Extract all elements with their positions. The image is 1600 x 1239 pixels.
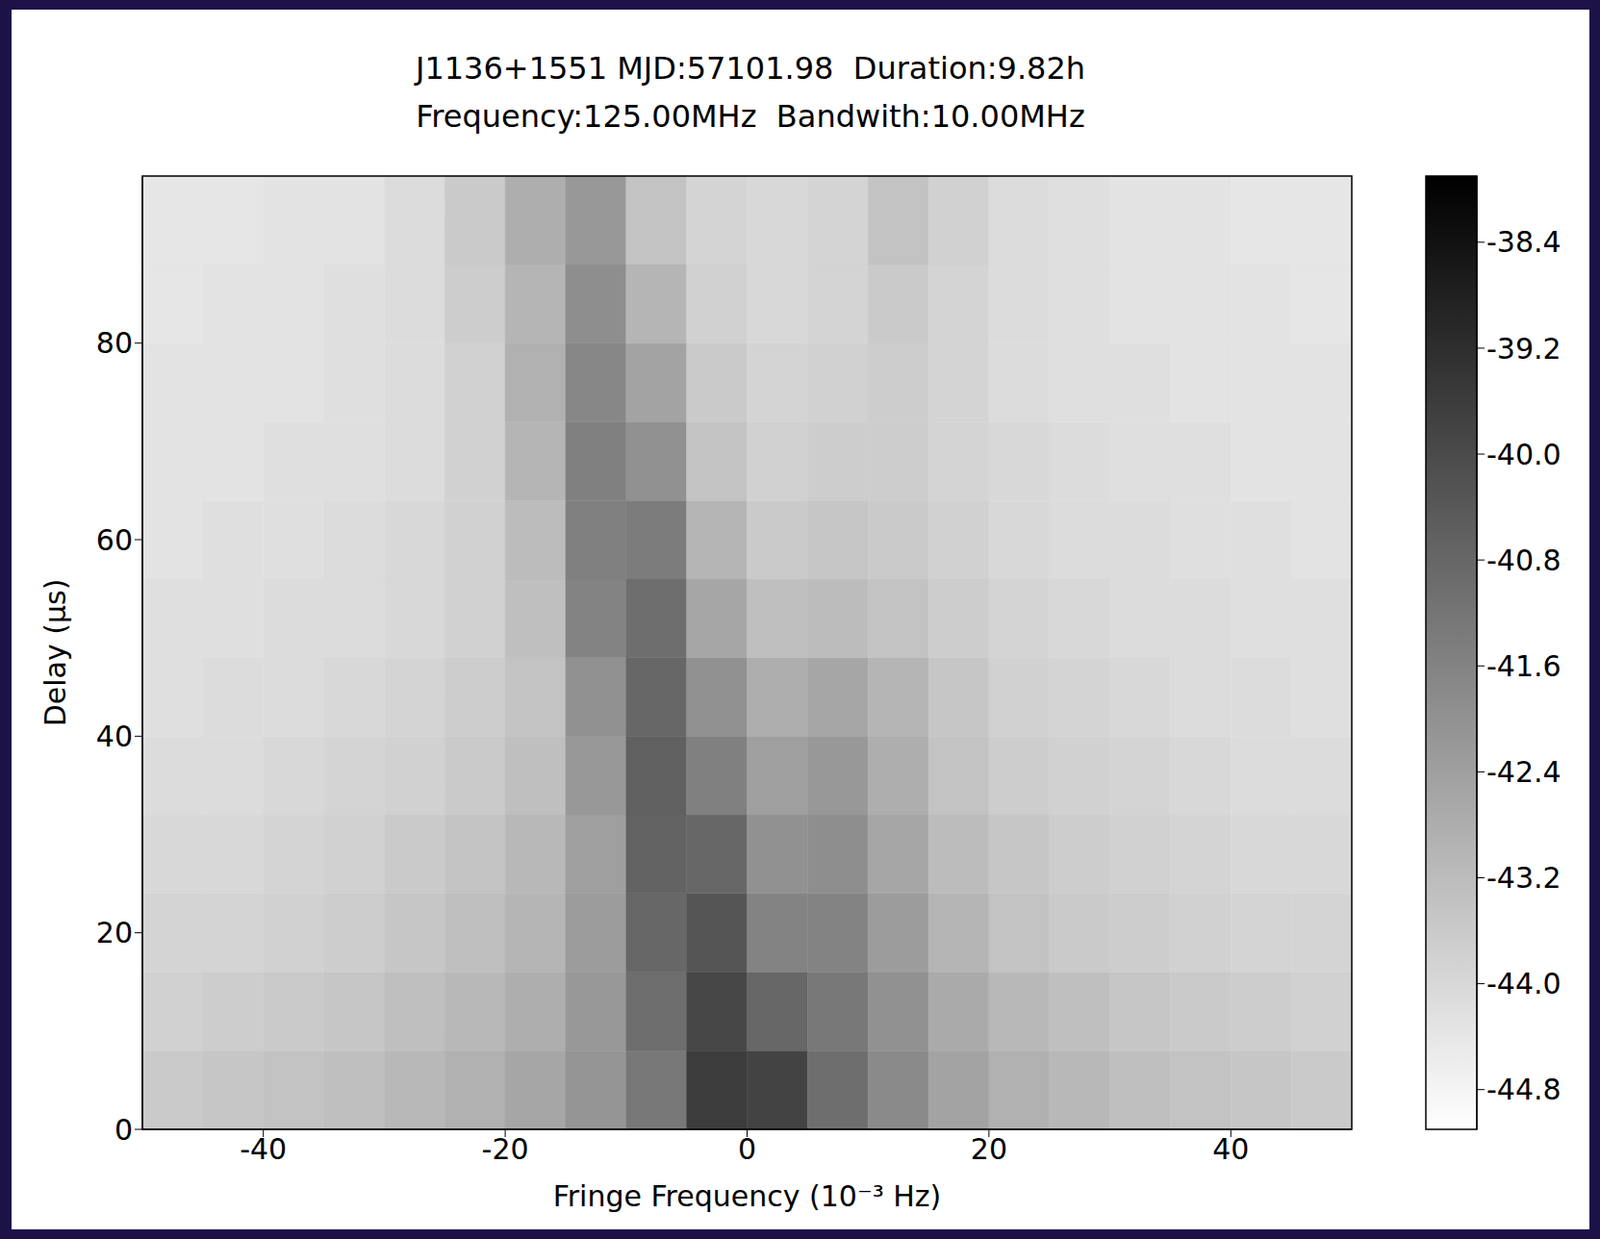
svg-text:-42.4: -42.4 bbox=[1486, 755, 1562, 789]
svg-text:40: 40 bbox=[96, 719, 133, 754]
svg-text:-40.8: -40.8 bbox=[1486, 543, 1562, 578]
svg-text:-20: -20 bbox=[482, 1132, 530, 1167]
svg-text:-39.2: -39.2 bbox=[1486, 331, 1562, 366]
svg-text:-40.0: -40.0 bbox=[1486, 437, 1562, 472]
svg-text:-44.8: -44.8 bbox=[1486, 1072, 1562, 1107]
svg-text:-41.6: -41.6 bbox=[1486, 649, 1562, 684]
html-text:J1136+1551 MJD:57101.98 Durati: J1136+1551 MJD:57101.98 Duration:9.82h bbox=[415, 50, 1086, 87]
svg-text:Delay (μs): Delay (μs) bbox=[38, 579, 73, 728]
svg-text:20: 20 bbox=[96, 915, 133, 950]
svg-text:0: 0 bbox=[737, 1132, 757, 1167]
svg-text:-43.2: -43.2 bbox=[1486, 861, 1562, 895]
svg-text:Fringe Frequency (10⁻³ Hz): Fringe Frequency (10⁻³ Hz) bbox=[553, 1179, 942, 1214]
svg-text:80: 80 bbox=[96, 326, 133, 360]
svg-text:-38.4: -38.4 bbox=[1486, 225, 1562, 259]
svg-text:60: 60 bbox=[96, 523, 133, 558]
svg-text:40: 40 bbox=[1212, 1132, 1249, 1167]
svg-text:-40: -40 bbox=[239, 1132, 287, 1167]
svg-text:0: 0 bbox=[114, 1113, 133, 1147]
svg-text:-44.0: -44.0 bbox=[1486, 966, 1562, 1001]
html-text:Frequency:125.00MHz Bandwith:1: Frequency:125.00MHz Bandwith:10.00MHz bbox=[415, 98, 1085, 135]
svg-text:20: 20 bbox=[970, 1132, 1008, 1167]
